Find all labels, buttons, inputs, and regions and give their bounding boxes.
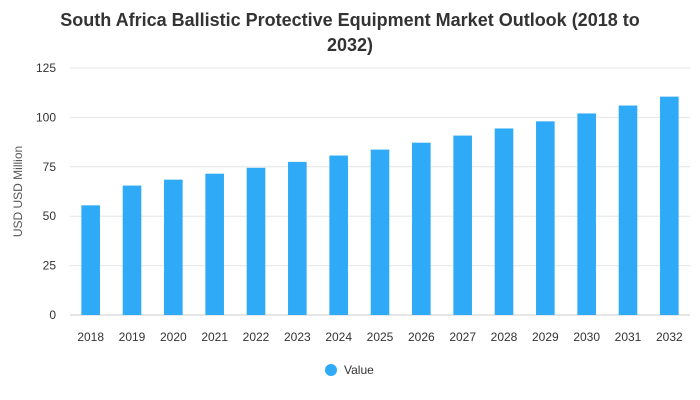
x-tick-label-2021: 2021 — [201, 330, 228, 344]
y-tick-label-25: 25 — [43, 259, 57, 273]
chart-title-line-1: South Africa Ballistic Protective Equipm… — [60, 10, 640, 30]
y-tick-label-75: 75 — [43, 160, 57, 174]
chart-title: South Africa Ballistic Protective Equipm… — [0, 8, 700, 58]
y-tick-label-50: 50 — [43, 209, 57, 223]
x-tick-label-2031: 2031 — [615, 330, 642, 344]
x-tick-label-2018: 2018 — [77, 330, 104, 344]
x-tick-label-2024: 2024 — [325, 330, 352, 344]
x-tick-label-2030: 2030 — [573, 330, 600, 344]
bar-2022 — [246, 167, 266, 315]
bar-2032 — [660, 96, 679, 315]
bar-2019 — [122, 185, 142, 315]
bar-2029 — [536, 121, 555, 316]
bar-2020 — [164, 179, 183, 315]
y-axis-label: USD USD Million — [11, 146, 25, 237]
legend-marker — [325, 364, 337, 376]
x-tick-label-2019: 2019 — [119, 330, 146, 344]
bar-2026 — [412, 142, 431, 315]
bar-2025 — [370, 149, 390, 315]
y-tick-label-100: 100 — [36, 110, 56, 124]
bar-2018 — [81, 205, 100, 315]
y-tick-label-125: 125 — [36, 61, 56, 75]
bar-2023 — [288, 161, 307, 315]
bar-2027 — [453, 135, 472, 315]
x-tick-label-2025: 2025 — [367, 330, 394, 344]
x-tick-label-2026: 2026 — [408, 330, 435, 344]
bar-2030 — [577, 113, 596, 315]
chart-title-line-2: 2032) — [326, 35, 374, 55]
bar-2024 — [329, 155, 348, 315]
x-tick-label-2032: 2032 — [656, 330, 683, 344]
x-tick-label-2022: 2022 — [243, 330, 270, 344]
y-tick-label-0: 0 — [49, 308, 56, 322]
bar-2028 — [494, 128, 514, 315]
x-tick-label-2023: 2023 — [284, 330, 311, 344]
bar-2031 — [618, 105, 638, 315]
x-tick-label-2029: 2029 — [532, 330, 559, 344]
x-tick-label-2020: 2020 — [160, 330, 187, 344]
legend-label: Value — [344, 363, 374, 377]
x-tick-label-2027: 2027 — [449, 330, 476, 344]
bar-2021 — [205, 173, 224, 315]
x-tick-label-2028: 2028 — [491, 330, 518, 344]
